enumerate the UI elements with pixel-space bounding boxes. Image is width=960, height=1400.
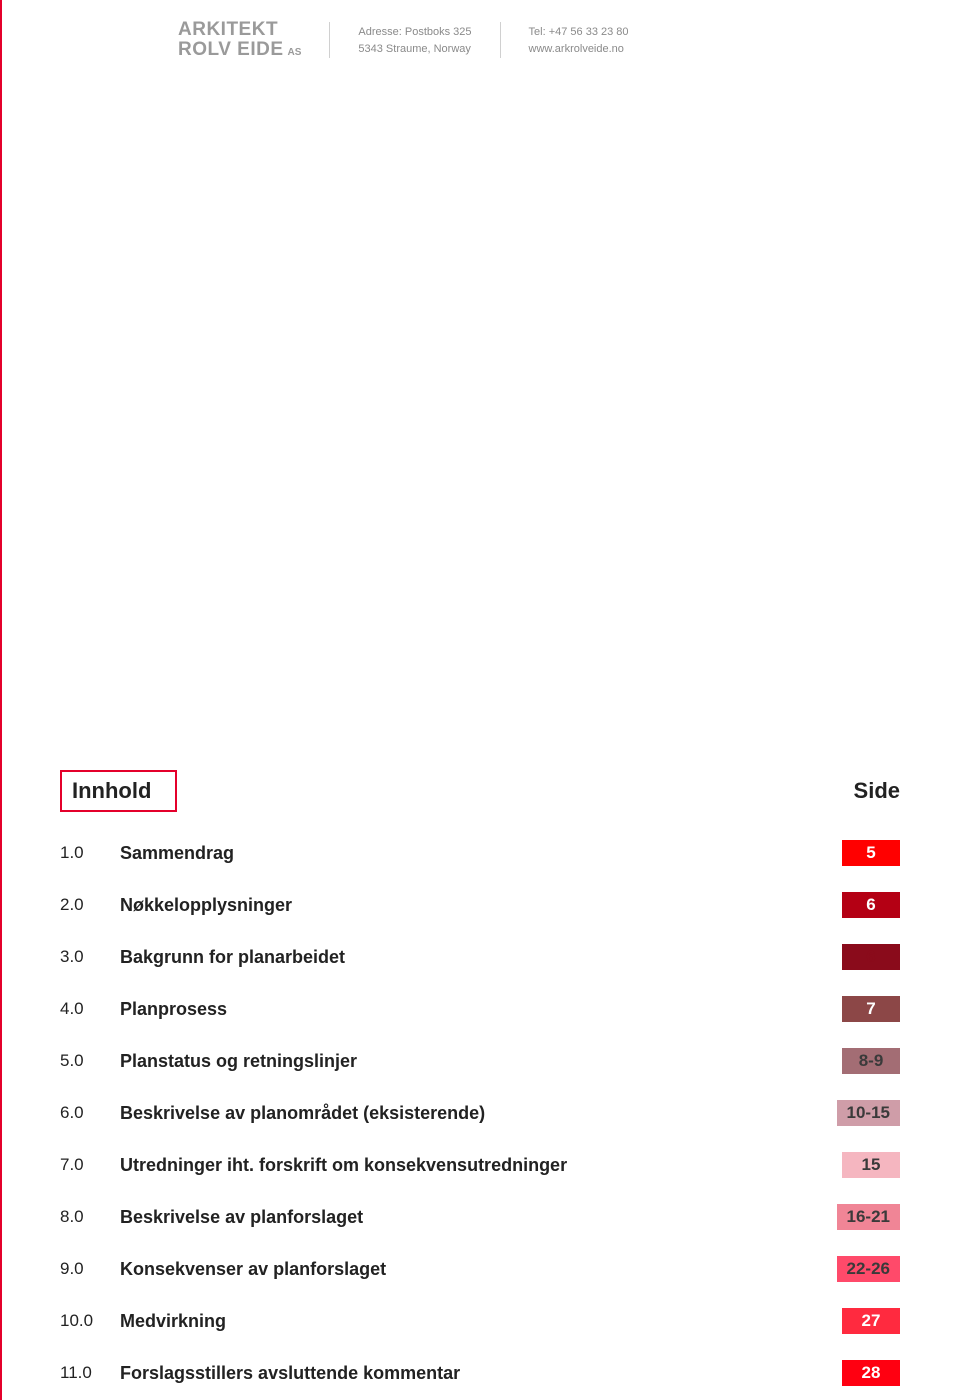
toc-row-label: Medvirkning — [120, 1311, 842, 1332]
company-logo: ARKITEKT ROLV EIDE AS — [178, 20, 301, 60]
toc-row-label: Nøkkelopplysninger — [120, 895, 842, 916]
toc-row: 8.0Beskrivelse av planforslaget16-21 — [60, 1204, 900, 1230]
logo-line-2-wrap: ROLV EIDE AS — [178, 40, 301, 60]
contact-web: www.arkrolveide.no — [529, 41, 629, 58]
toc-row-number: 1.0 — [60, 843, 120, 863]
toc-row: 6.0Beskrivelse av planområdet (eksistere… — [60, 1100, 900, 1126]
toc-row-number: 4.0 — [60, 999, 120, 1019]
toc-row: 3.0Bakgrunn for planarbeidet6 — [60, 944, 900, 970]
toc-page-badge: 27 — [842, 1308, 900, 1334]
left-red-edge — [0, 0, 2, 1400]
toc-row-label: Bakgrunn for planarbeidet — [120, 947, 842, 968]
toc-title: Innhold — [72, 778, 151, 803]
header-divider-1 — [329, 22, 330, 58]
toc-row: 10.0Medvirkning27 — [60, 1308, 900, 1334]
toc-row-number: 10.0 — [60, 1311, 120, 1331]
toc-row: 5.0Planstatus og retningslinjer8-9 — [60, 1048, 900, 1074]
toc-row-label: Planstatus og retningslinjer — [120, 1051, 842, 1072]
toc-page-badge: 28 — [842, 1360, 900, 1386]
toc-row: 4.0Planprosess7 — [60, 996, 900, 1022]
toc-row-number: 2.0 — [60, 895, 120, 915]
toc-row-label: Beskrivelse av planområdet (eksisterende… — [120, 1103, 837, 1124]
toc-page-badge: 15 — [842, 1152, 900, 1178]
toc-row: 11.0Forslagsstillers avsluttende komment… — [60, 1360, 900, 1386]
logo-suffix: AS — [288, 48, 302, 59]
contact-tel: Tel: +47 56 33 23 80 — [529, 24, 629, 41]
toc-page-badge: 8-9 — [842, 1048, 900, 1074]
toc-row-label: Sammendrag — [120, 843, 842, 864]
toc-row-number: 7.0 — [60, 1155, 120, 1175]
toc-row-number: 5.0 — [60, 1051, 120, 1071]
header-address: Adresse: Postboks 325 5343 Straume, Norw… — [358, 20, 471, 57]
toc-row: 1.0Sammendrag5 — [60, 840, 900, 866]
toc-row-number: 9.0 — [60, 1259, 120, 1279]
toc-row-number: 3.0 — [60, 947, 120, 967]
toc-row-label: Forslagsstillers avsluttende kommentar — [120, 1363, 842, 1384]
toc-row-label: Konsekvenser av planforslaget — [120, 1259, 837, 1280]
header-contact: Tel: +47 56 33 23 80 www.arkrolveide.no — [529, 20, 629, 57]
logo-line-1: ARKITEKT — [178, 20, 301, 40]
toc-page-badge: 10-15 — [837, 1100, 900, 1126]
table-of-contents: Innhold Side 1.0Sammendrag5 2.0Nøkkeloppl… — [60, 770, 900, 1386]
logo-line-2: ROLV EIDE — [178, 40, 284, 60]
toc-side-label: Side — [854, 778, 900, 804]
toc-row-label: Beskrivelse av planforslaget — [120, 1207, 837, 1228]
toc-row: 2.0Nøkkelopplysninger6 — [60, 892, 900, 918]
toc-title-box: Innhold — [60, 770, 177, 812]
toc-row-number: 6.0 — [60, 1103, 120, 1123]
toc-row-label: Planprosess — [120, 999, 842, 1020]
toc-page-badge: 22-26 — [837, 1256, 900, 1282]
toc-row-label: Utredninger iht. forskrift om konsekvens… — [120, 1155, 842, 1176]
toc-row: 9.0Konsekvenser av planforslaget22-26 — [60, 1256, 900, 1282]
toc-row: 7.0Utredninger iht. forskrift om konsekv… — [60, 1152, 900, 1178]
toc-page-badge: 6 — [842, 944, 900, 970]
toc-rows: 1.0Sammendrag52.0Nøkkelopplysninger63.0B… — [60, 840, 900, 1386]
toc-page-badge: 5 — [842, 840, 900, 866]
toc-row-number: 11.0 — [60, 1363, 120, 1383]
toc-page-badge: 6 — [842, 892, 900, 918]
address-line-2: 5343 Straume, Norway — [358, 41, 471, 58]
toc-page-badge: 7 — [842, 996, 900, 1022]
toc-row-number: 8.0 — [60, 1207, 120, 1227]
document-header: ARKITEKT ROLV EIDE AS Adresse: Postboks … — [178, 20, 900, 60]
header-divider-2 — [500, 22, 501, 58]
toc-page-badge: 16-21 — [837, 1204, 900, 1230]
address-line-1: Adresse: Postboks 325 — [358, 24, 471, 41]
toc-header: Innhold Side — [60, 770, 900, 812]
